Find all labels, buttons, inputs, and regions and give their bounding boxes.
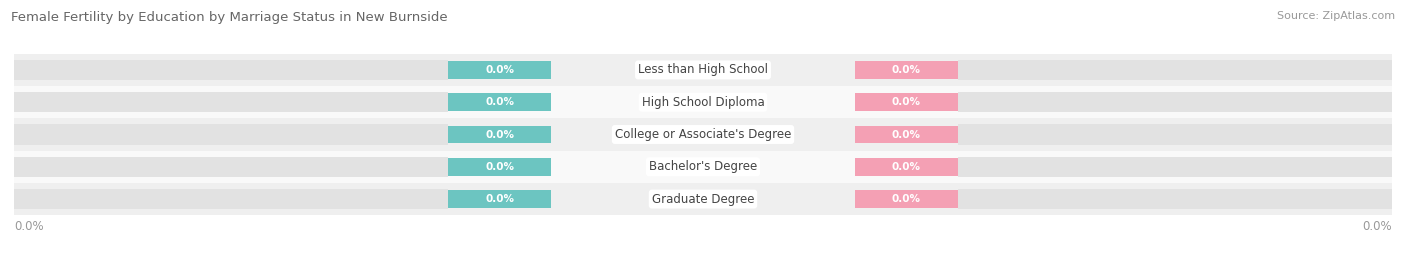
Text: 0.0%: 0.0% — [1362, 220, 1392, 233]
Text: 0.0%: 0.0% — [485, 65, 515, 75]
Bar — [855, 158, 957, 176]
Bar — [14, 92, 449, 112]
Bar — [14, 125, 449, 144]
Bar — [449, 61, 551, 79]
Text: 0.0%: 0.0% — [485, 97, 515, 107]
Bar — [957, 60, 1392, 80]
Text: College or Associate's Degree: College or Associate's Degree — [614, 128, 792, 141]
Text: 0.0%: 0.0% — [14, 220, 44, 233]
Bar — [449, 126, 551, 143]
Text: 0.0%: 0.0% — [485, 129, 515, 140]
Bar — [14, 157, 449, 177]
Bar — [14, 125, 449, 144]
Bar — [14, 189, 449, 209]
Bar — [957, 92, 1392, 112]
Bar — [14, 183, 1392, 215]
Bar — [957, 189, 1392, 209]
Bar — [14, 60, 449, 80]
Bar — [855, 61, 957, 79]
Text: High School Diploma: High School Diploma — [641, 96, 765, 109]
Bar — [449, 190, 551, 208]
Bar — [449, 158, 551, 176]
Text: 0.0%: 0.0% — [891, 97, 921, 107]
Bar — [855, 126, 957, 143]
Bar — [14, 118, 1392, 151]
Text: 0.0%: 0.0% — [891, 194, 921, 204]
Bar — [449, 93, 551, 111]
Bar — [855, 190, 957, 208]
Text: Graduate Degree: Graduate Degree — [652, 193, 754, 206]
Text: Female Fertility by Education by Marriage Status in New Burnside: Female Fertility by Education by Marriag… — [11, 11, 449, 24]
Bar — [14, 54, 1392, 86]
Text: 0.0%: 0.0% — [891, 162, 921, 172]
Text: 0.0%: 0.0% — [485, 194, 515, 204]
Bar — [14, 86, 1392, 118]
Text: 0.0%: 0.0% — [891, 65, 921, 75]
Bar — [957, 157, 1392, 177]
Bar — [14, 60, 449, 80]
Bar — [14, 151, 1392, 183]
Text: 0.0%: 0.0% — [891, 129, 921, 140]
Bar — [14, 92, 449, 112]
Text: Source: ZipAtlas.com: Source: ZipAtlas.com — [1277, 11, 1395, 21]
Text: Less than High School: Less than High School — [638, 63, 768, 76]
Bar — [855, 93, 957, 111]
Text: 0.0%: 0.0% — [485, 162, 515, 172]
Bar — [14, 189, 449, 209]
Bar — [14, 157, 449, 177]
Text: Bachelor's Degree: Bachelor's Degree — [650, 160, 756, 173]
Bar — [957, 125, 1392, 144]
